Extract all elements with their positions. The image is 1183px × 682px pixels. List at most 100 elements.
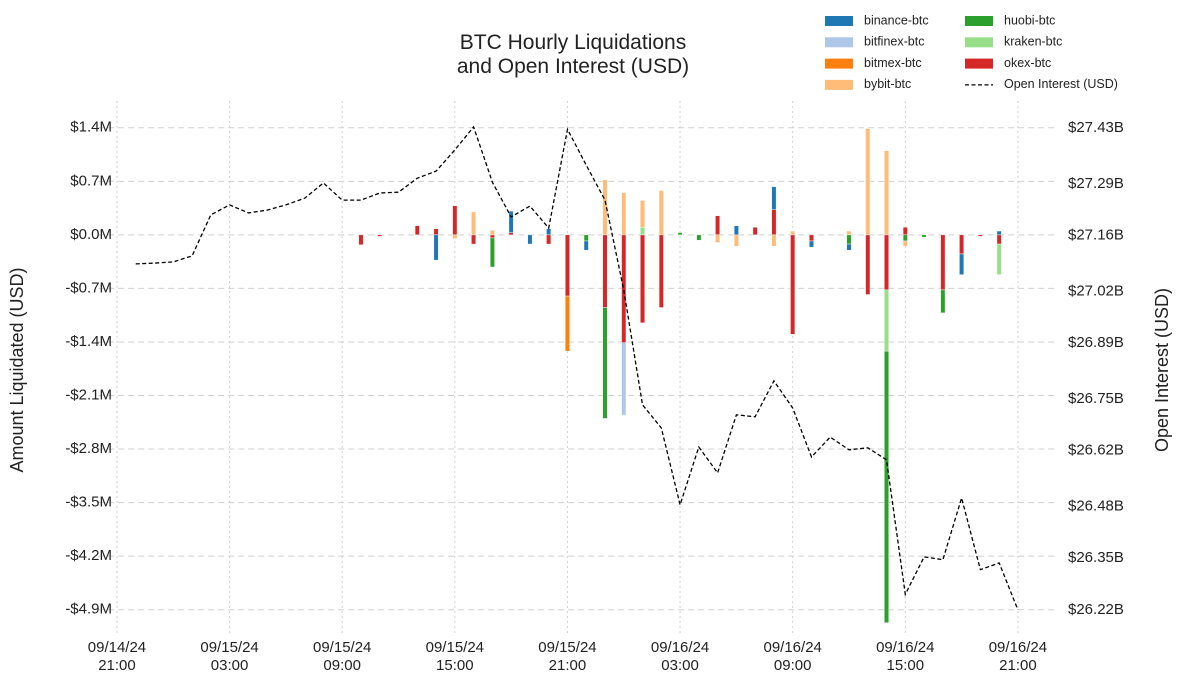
bar-segment [640, 234, 645, 324]
bar-segment [865, 128, 871, 236]
bar-segment [489, 237, 495, 268]
open-interest-line [135, 125, 1019, 611]
y-tick-label: $0.7M [70, 172, 112, 189]
bar-segment [921, 234, 927, 238]
y2-tick-label: $27.02B [1068, 282, 1124, 299]
y-axis-label: Amount Liquidated (USD) [7, 267, 27, 472]
bar-segment [733, 234, 739, 247]
bar-segment [996, 243, 1002, 275]
bar-segment [809, 234, 814, 242]
legend-label: kraken-btc [1004, 35, 1062, 49]
bar-segment [546, 228, 552, 236]
bar-segment [677, 232, 683, 236]
legend-label: binance-btc [864, 13, 929, 27]
y2-tick-label: $27.43B [1068, 119, 1124, 136]
bar-segment [621, 192, 627, 236]
y-tick-label: -$2.8M [65, 440, 112, 457]
x-tick-label: 09/15/24 09:00 [313, 639, 372, 674]
bar-segment [508, 232, 514, 236]
bar-segment [546, 234, 552, 245]
bar-segment [452, 205, 458, 236]
bar-segment [583, 240, 589, 251]
bar-segment [583, 234, 589, 242]
bar-segment [489, 230, 495, 236]
y2-tick-label: $26.22B [1068, 601, 1124, 618]
y-tick-label: -$4.9M [65, 601, 112, 618]
x-tick-label: 09/15/24 15:00 [425, 639, 485, 674]
y2-tick-label: $27.29B [1068, 175, 1124, 192]
bar-segment [414, 225, 420, 236]
y2-tick-label: $26.62B [1068, 442, 1124, 459]
y-tick-label: -$2.1M [65, 386, 112, 403]
y-tick-label: -$0.7M [65, 279, 112, 296]
bar-segment [940, 234, 946, 291]
y-tick-label: $1.4M [70, 119, 112, 136]
bar-segment [508, 210, 514, 233]
y2-tick-label: $27.16B [1068, 227, 1124, 244]
legend-label: bitmex-btc [864, 56, 922, 70]
bar-segment [527, 234, 533, 245]
bar-segment [452, 234, 458, 239]
bar-segment [790, 234, 796, 335]
bar-segment [733, 225, 739, 236]
bar-segment [471, 211, 476, 236]
bar-segment [621, 342, 627, 416]
legend-swatch [825, 16, 853, 26]
bar-segment [977, 234, 983, 237]
y2-axis-label: Open Interest (USD) [1152, 288, 1172, 452]
bar-segment [602, 307, 608, 419]
bar-segment [809, 240, 814, 248]
y2-tick-label: $26.35B [1068, 549, 1124, 566]
legend-label: huobi-btc [1004, 13, 1055, 27]
x-tick-label: 09/16/24 21:00 [988, 639, 1048, 674]
legend-swatch [965, 37, 993, 48]
bar-segment [752, 227, 758, 236]
legend-label: Open Interest (USD) [1004, 77, 1118, 91]
legend-swatch [965, 58, 993, 69]
bar-segment [658, 234, 664, 308]
bar-segment [602, 179, 608, 236]
y2-tick-label: $26.75B [1068, 390, 1124, 407]
bar-segment [471, 234, 476, 245]
bar-segment [565, 234, 570, 297]
legend-label: bybit-btc [864, 77, 911, 91]
bar-segment [433, 228, 439, 236]
bar-segment [715, 215, 721, 236]
x-tick-label: 09/16/24 09:00 [763, 639, 822, 674]
legend-swatch [965, 16, 993, 26]
bar-segment [846, 230, 852, 236]
bar-segment [771, 186, 777, 210]
x-tick-label: 09/16/24 03:00 [650, 639, 710, 674]
y2-tick-label: $26.89B [1068, 334, 1124, 351]
bar-segment [884, 289, 889, 352]
x-tick-label: 09/15/24 03:00 [200, 639, 259, 674]
legend-swatch [825, 79, 853, 90]
bar-segment [602, 234, 608, 308]
bar-segment [658, 190, 664, 236]
x-tick-label: 09/14/24 21:00 [87, 639, 147, 674]
bar-segment [790, 230, 796, 236]
y2-tick-label: $26.48B [1068, 497, 1124, 514]
bar-segment [996, 230, 1002, 236]
y-tick-label: -$4.2M [65, 547, 112, 564]
y-tick-label: -$1.4M [65, 333, 112, 350]
bar-segment [358, 234, 364, 246]
bar-segment [377, 234, 383, 237]
bar-segment [865, 234, 871, 295]
bar-segment [884, 150, 889, 236]
y-tick-label: -$3.5M [65, 494, 112, 511]
bar-segment [996, 234, 1002, 245]
bar-segment [846, 234, 852, 245]
grid [98, 101, 1057, 633]
bar-segment [902, 227, 908, 236]
bar-segment [846, 243, 852, 251]
x-tick-label: 09/16/24 15:00 [876, 639, 935, 674]
bar-segment [902, 240, 908, 247]
bar-segment [640, 200, 645, 228]
bar-segment [715, 234, 721, 243]
bar-segment [771, 209, 777, 236]
bar-segment [489, 234, 495, 239]
bar-segment [959, 234, 965, 255]
